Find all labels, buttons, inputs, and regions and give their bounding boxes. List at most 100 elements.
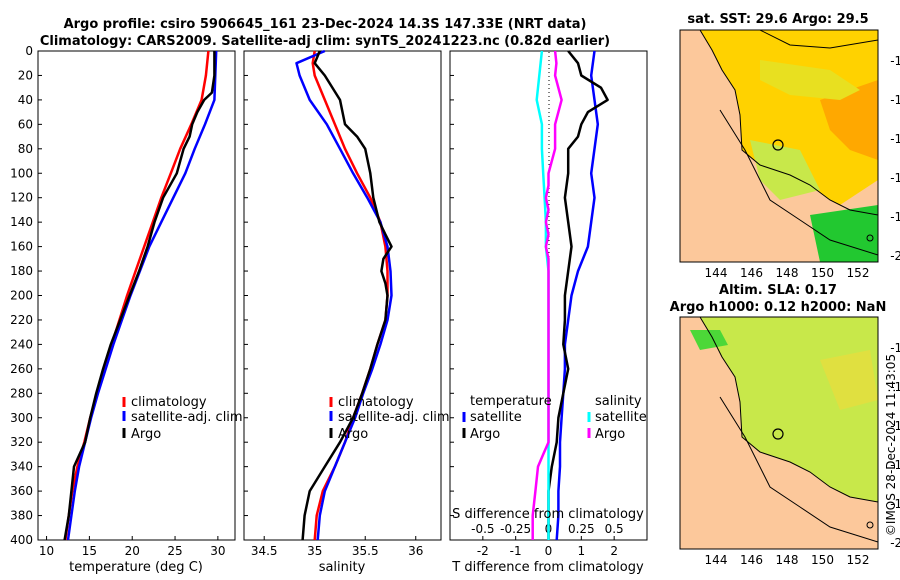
x-tick-label: -0.5 [471,522,494,536]
depth-tick-label: 200 [10,289,33,303]
depth-tick-label: 60 [18,117,33,131]
sst-coastline [699,30,878,216]
lat-tick-label: -12 [890,380,900,394]
sst-warm-patch [820,80,878,160]
depth-tick-label: 80 [18,142,33,156]
sla-coastline [699,317,878,503]
island-marker [866,234,874,242]
sla-map-frame [679,316,879,550]
difference-panel: -2 -1 0 1 2 -0.5 -0.25 0 0.25 0.5 T difference f… [449,50,648,575]
lon-tick-label: 150 [811,266,834,280]
x-tick-label: -2 [477,544,489,558]
temperature-legend: climatology satellite-adj. clim Argo [122,395,243,442]
sla-yellow-patch [820,350,878,410]
x-tick-label: 35 [307,544,322,558]
lat-tick-label: -14 [890,419,900,433]
x-tick-label: 1 [578,544,586,558]
x-tick-label: 36 [408,544,423,558]
legend-t-satellite: satellite [470,410,522,425]
lon-tick-label: 148 [776,266,799,280]
depth-tick-label: 240 [10,337,33,351]
sst-cool-patch [750,140,820,200]
depth-tick-label: 220 [10,313,33,327]
sla-land [680,317,878,549]
sst-map-frame [679,29,879,263]
satellite-adj-clim-line [295,49,393,541]
x-tick-label: -0.25 [500,522,531,536]
lat-tick-label: -10 [890,54,900,68]
argo-location-marker-sla [772,428,784,440]
sla-map: 144 146 148 150 152 -10 -12 -14 -16 -18 -20 [679,316,900,567]
title-line-2: Climatology: CARS2009. Satellite-adj cli… [40,34,610,49]
legend-argo: Argo [131,427,161,442]
temperature-argo-line [547,50,609,540]
depth-tick-label: 120 [10,191,33,205]
temperature-xlabel: temperature (deg C) [69,560,203,575]
lat-tick-label: -18 [890,497,900,511]
lat-tick-label: -20 [890,536,900,550]
legend-s-satellite: satellite [595,410,647,425]
x-tick-label: 34.5 [251,544,278,558]
sst-land [680,30,878,262]
depth-tick-label: 280 [10,386,33,400]
sst-green-patch [810,205,878,262]
imos-stamp: ©IMOS 28-Dec-2024 11:43:05 [884,354,898,536]
depth-tick-label: 300 [10,411,33,425]
lon-tick-label: 146 [740,266,763,280]
temperature-satellite-line [555,50,600,541]
lat-tick-label: -14 [890,132,900,146]
temperature-panel: 0 20 40 60 80 100 120 140 160 180 200 220 240 260 280 3… [10,44,454,575]
depth-tick-label: 400 [10,533,33,547]
t-difference-xlabel: T difference from climatology [451,560,644,575]
lon-tick-label: 150 [811,553,834,567]
depth-tick-label: 340 [10,460,33,474]
temperature-lines [63,50,218,541]
sst-map: 144 146 148 150 152 -10 -12 -14 -16 -18 -20 [679,29,900,280]
argo-location-marker [772,139,784,151]
sst-map-title: sat. SST: 29.6 Argo: 29.5 [687,12,868,27]
salinity-xlabel: salinity [319,560,366,575]
climatology-line [64,50,210,541]
lat-tick-label: -12 [890,93,900,107]
salinity-panel: 34.5 35 35.5 36 salinity climatology satell… [243,49,450,575]
s-difference-x-axis: -0.5 -0.25 0 0.25 0.5 [471,522,624,536]
difference-lines [531,50,609,541]
sla-map-title-1: Altim. SLA: 0.17 [719,283,837,298]
depth-tick-label: 180 [10,264,33,278]
sst-mid-patch [760,60,860,100]
sla-green-patch [690,330,728,350]
depth-tick-label: 360 [10,484,33,498]
lat-tick-label: -16 [890,171,900,185]
temperature-x-axis: 10 15 20 25 30 [39,536,226,558]
depth-tick-label: 260 [10,362,33,376]
x-tick-label: 0.5 [605,522,624,536]
lon-tick-label: 152 [847,266,870,280]
sla-map-title-2: Argo h1000: 0.12 h2000: NaN [670,300,887,315]
salinity-x-axis: 34.5 35 35.5 36 [251,536,423,558]
x-tick-label: 20 [125,544,140,558]
legend-satellite: satellite-adj. clim [338,410,450,425]
lat-tick-label: -16 [890,458,900,472]
x-tick-label: 25 [167,544,182,558]
lon-tick-label: 152 [847,553,870,567]
title-line-1: Argo profile: csiro 5906645_161 23-Dec-2… [64,17,587,32]
depth-tick-label: 320 [10,435,33,449]
depth-tick-label: 20 [18,68,33,82]
lat-tick-label: -20 [890,249,900,263]
legend-temperature-title: temperature [470,394,552,409]
salinity-legend: climatology satellite-adj. clim Argo [329,395,450,442]
lon-tick-label: 144 [705,266,728,280]
lat-tick-label: -10 [890,341,900,355]
island-marker-sla [866,521,874,529]
s-difference-xlabel: S difference from climatology [452,507,644,522]
lon-tick-label: 144 [705,553,728,567]
x-tick-label: 10 [39,544,54,558]
sla-map-ticks: 144 146 148 150 152 -10 -12 -14 -16 -18 -20 [705,341,900,567]
sst-map-ticks: 144 146 148 150 152 -10 -12 -14 -16 -18 -20 [705,54,900,280]
x-tick-label: 0 [545,544,553,558]
x-tick-label: 0.25 [568,522,595,536]
lon-tick-label: 148 [776,553,799,567]
depth-tick-label: 100 [10,166,33,180]
x-tick-label: 2 [610,544,618,558]
legend-climatology: climatology [131,395,207,410]
